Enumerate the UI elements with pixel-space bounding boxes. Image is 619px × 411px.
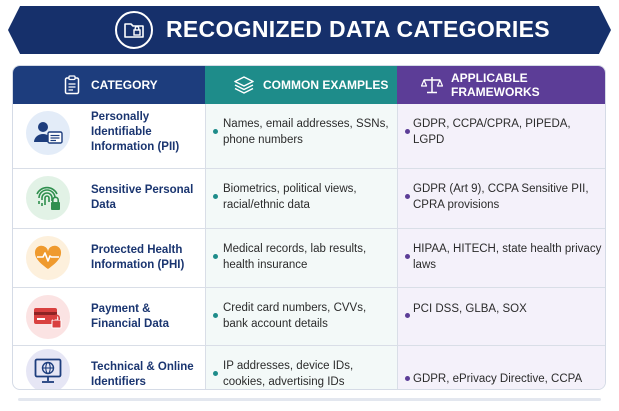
examples-column-bg <box>205 104 397 389</box>
folder-lock-icon <box>115 11 153 49</box>
bullet <box>213 371 218 376</box>
header-examples: COMMON EXAMPLES <box>205 66 397 104</box>
scales-icon <box>421 74 443 96</box>
examples-cell: Medical records, lab results, health ins… <box>223 243 367 271</box>
layers-icon <box>233 74 255 96</box>
bullet <box>405 254 410 259</box>
bullet <box>213 254 218 259</box>
frameworks-column-bg <box>397 104 605 389</box>
column-divider <box>205 104 206 389</box>
frameworks-cell: PCI DSS, GLBA, SOX <box>413 303 527 315</box>
row-divider <box>13 168 605 169</box>
table-row: Sensitive Personal Data Biometrics, poli… <box>13 169 605 226</box>
fingerprint-lock-icon <box>26 176 70 220</box>
bullet <box>405 129 410 134</box>
examples-cell: Credit card numbers, CVVs, bank account … <box>223 302 367 330</box>
category-name: Protected Health Information (PHI) <box>91 243 185 271</box>
bullet <box>213 194 218 199</box>
heart-pulse-icon <box>26 236 70 280</box>
credit-card-lock-icon <box>26 295 70 339</box>
category-name: Personally Identifiable Information (PII… <box>91 111 180 153</box>
category-name: Technical & Online Identifiers <box>91 360 194 388</box>
examples-cell: IP addresses, device IDs, cookies, adver… <box>223 360 354 388</box>
frameworks-cell: GDPR (Art 9), CCPA Sensitive PII, CPRA p… <box>413 183 589 211</box>
header-category-label: CATEGORY <box>91 78 158 92</box>
title-banner <box>8 6 611 54</box>
header-frameworks: APPLICABLE FRAMEWORKS <box>397 66 605 104</box>
bullet <box>405 194 410 199</box>
bullet <box>405 376 410 381</box>
bullet <box>405 313 410 318</box>
table-row: Personally Identifiable Information (PII… <box>13 104 605 161</box>
frameworks-cell: GDPR, ePrivacy Directive, CCPA <box>413 372 583 385</box>
table-row: Protected Health Information (PHI) Medic… <box>13 229 605 286</box>
monitor-globe-icon <box>26 349 70 389</box>
category-name: Sensitive Personal Data <box>91 183 194 211</box>
table-row: Payment & Financial Data Credit card num… <box>13 288 605 345</box>
frameworks-cell: HIPAA, HITECH, state health privacy laws <box>413 243 602 271</box>
data-categories-table: CATEGORY COMMON EXAMPLES APPLICABLE FRAM… <box>12 65 606 390</box>
bullet <box>213 313 218 318</box>
table-row: Technical & Online Identifiers IP addres… <box>13 338 605 389</box>
column-divider <box>397 104 398 389</box>
clipboard-icon <box>61 74 83 96</box>
examples-cell: Names, email addresses, SSNs, phone numb… <box>223 118 389 146</box>
header-frameworks-label: APPLICABLE FRAMEWORKS <box>451 71 540 99</box>
row-divider <box>13 228 605 229</box>
header-category: CATEGORY <box>13 66 205 104</box>
page-title: RECOGNIZED DATA CATEGORIES <box>166 16 550 42</box>
examples-cell: Biometrics, political views, racial/ethn… <box>223 183 357 211</box>
category-name: Payment & Financial Data <box>91 302 169 330</box>
frameworks-cell: GDPR, CCPA/CPRA, PIPEDA, LGPD <box>413 118 571 146</box>
person-id-card-icon <box>26 111 70 155</box>
header-examples-label: COMMON EXAMPLES <box>263 78 389 92</box>
row-divider <box>13 345 605 346</box>
row-divider <box>13 287 605 288</box>
bullet <box>213 129 218 134</box>
table-shadow-bar <box>18 398 601 401</box>
